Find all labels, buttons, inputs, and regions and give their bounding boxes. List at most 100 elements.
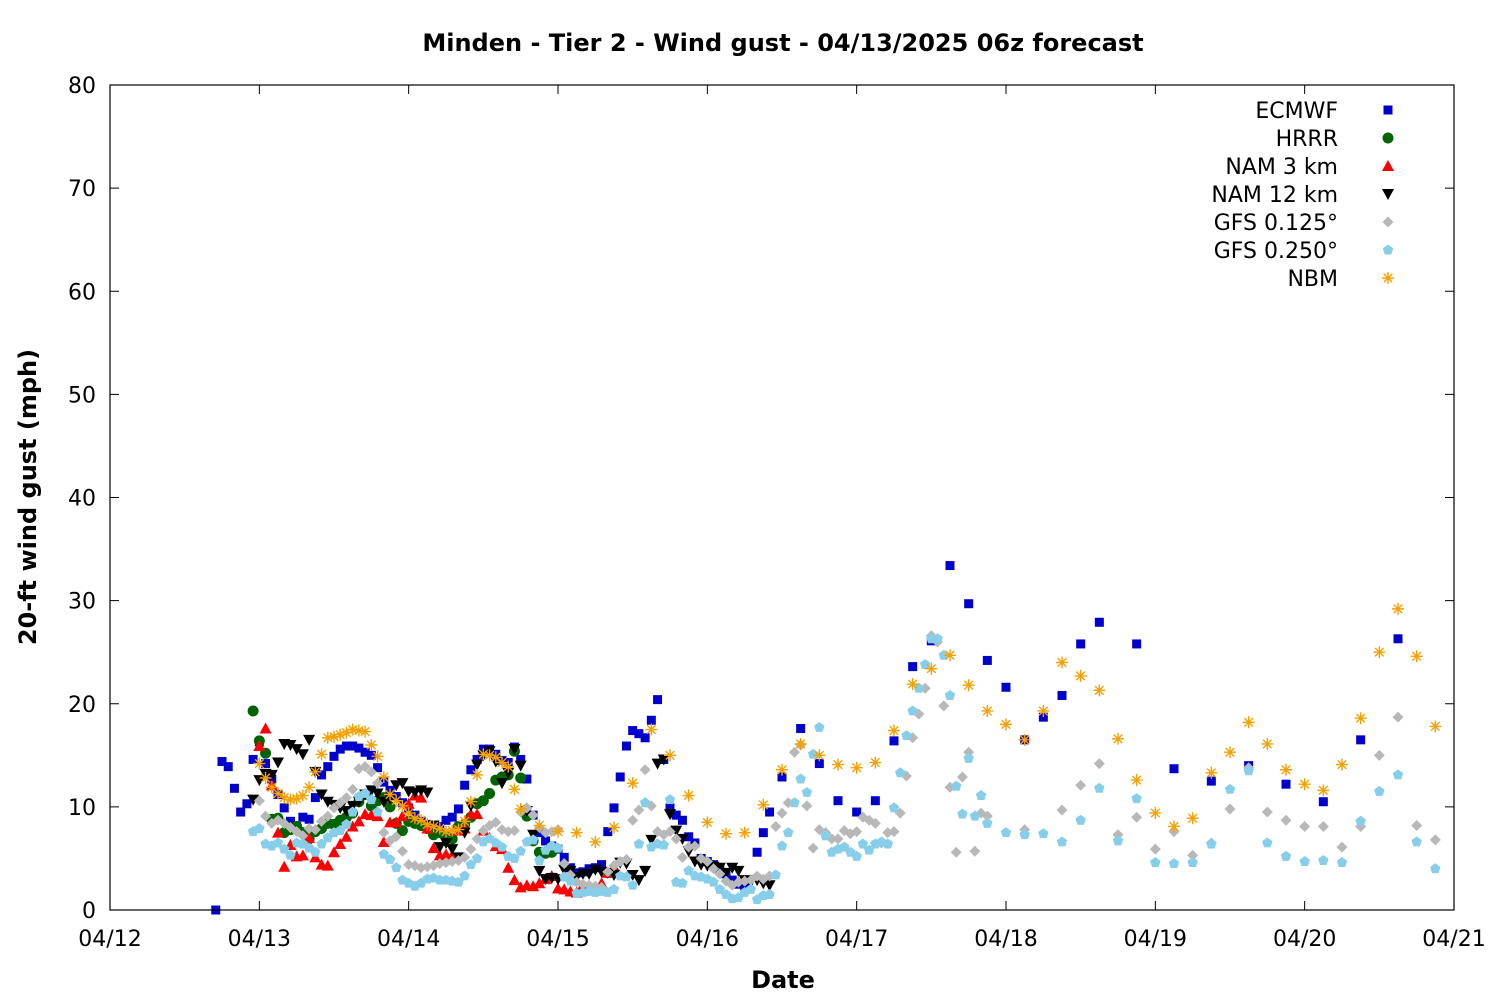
- data-point: [714, 868, 726, 880]
- data-point: [640, 733, 650, 743]
- data-point: [341, 741, 351, 751]
- data-point: [309, 824, 321, 836]
- data-point: [1074, 669, 1087, 682]
- data-point: [471, 768, 484, 781]
- data-point: [689, 840, 701, 852]
- data-point: [609, 803, 619, 813]
- data-point: [1262, 837, 1273, 848]
- data-point: [433, 842, 446, 854]
- data-point: [603, 827, 613, 837]
- data-point: [869, 817, 881, 829]
- data-point: [626, 777, 639, 790]
- data-point: [515, 845, 526, 856]
- data-point: [348, 741, 358, 751]
- data-point: [522, 774, 532, 784]
- data-point: [758, 828, 768, 838]
- data-point: [851, 826, 863, 838]
- chart-title: Minden - Tier 2 - Wind gust - 04/13/2025…: [422, 29, 1143, 57]
- data-point: [328, 846, 340, 858]
- data-point: [472, 754, 482, 764]
- data-point: [516, 754, 526, 764]
- data-point: [677, 877, 688, 888]
- data-point: [664, 794, 676, 805]
- data-point: [776, 763, 788, 776]
- data-point: [1093, 758, 1105, 770]
- data-point: [919, 659, 931, 670]
- data-point: [365, 739, 378, 751]
- data-point: [260, 810, 272, 822]
- data-point: [1224, 783, 1236, 794]
- data-point: [908, 662, 918, 672]
- data-point: [1131, 811, 1143, 823]
- data-point: [317, 770, 327, 780]
- data-point: [396, 825, 408, 837]
- x-tick-label: 04/13: [228, 927, 291, 952]
- data-point: [502, 760, 515, 773]
- data-point: [646, 715, 656, 725]
- data-point: [372, 806, 383, 817]
- data-point: [621, 741, 631, 751]
- data-point: [347, 806, 358, 817]
- data-point: [950, 846, 962, 858]
- data-point: [982, 655, 992, 665]
- data-point: [316, 815, 328, 827]
- data-point: [814, 759, 824, 769]
- data-point: [570, 826, 583, 839]
- x-tick-label: 04/18: [974, 927, 1037, 952]
- data-point: [265, 781, 278, 794]
- data-point: [1001, 682, 1011, 692]
- data-point: [242, 799, 252, 809]
- data-point: [303, 781, 316, 794]
- data-point: [626, 869, 639, 881]
- data-point: [1336, 841, 1348, 853]
- data-point: [670, 825, 683, 837]
- data-point: [1392, 602, 1404, 615]
- data-point: [533, 877, 546, 889]
- data-point: [272, 787, 284, 800]
- data-point: [1299, 820, 1311, 832]
- data-point: [496, 756, 508, 769]
- data-point: [1094, 617, 1104, 627]
- data-point: [477, 795, 489, 807]
- data-point: [801, 800, 813, 812]
- data-point: [796, 724, 806, 733]
- data-point: [1336, 758, 1348, 771]
- data-point: [346, 800, 359, 812]
- data-point: [888, 826, 900, 838]
- data-point: [657, 754, 670, 766]
- data-point: [261, 759, 271, 769]
- data-point: [471, 852, 483, 863]
- data-point: [1280, 763, 1292, 776]
- x-tick-label: 04/12: [78, 927, 141, 952]
- data-point: [446, 844, 459, 856]
- data-point: [296, 749, 309, 761]
- data-point: [408, 812, 421, 825]
- data-point: [981, 810, 993, 822]
- data-point: [814, 721, 825, 732]
- data-point: [465, 843, 477, 855]
- data-point: [870, 796, 880, 806]
- data-point: [620, 853, 632, 865]
- data-point: [328, 802, 340, 814]
- data-point: [552, 825, 564, 838]
- y-tick-label: 30: [68, 590, 96, 615]
- data-point: [508, 744, 521, 756]
- data-point: [1261, 737, 1274, 750]
- data-point: [509, 852, 520, 863]
- data-point: [236, 807, 246, 817]
- data-point: [452, 823, 465, 836]
- data-point: [664, 809, 676, 821]
- data-point: [677, 815, 687, 825]
- data-point: [1038, 828, 1049, 839]
- data-point: [471, 759, 484, 771]
- data-point: [541, 836, 551, 846]
- data-point: [1280, 850, 1292, 861]
- data-point: [247, 705, 259, 717]
- x-tick-label: 04/19: [1124, 927, 1187, 952]
- data-point: [627, 879, 638, 890]
- y-tick-label: 60: [68, 280, 96, 305]
- data-point: [869, 756, 882, 769]
- data-point: [323, 762, 333, 772]
- data-point: [1298, 778, 1311, 791]
